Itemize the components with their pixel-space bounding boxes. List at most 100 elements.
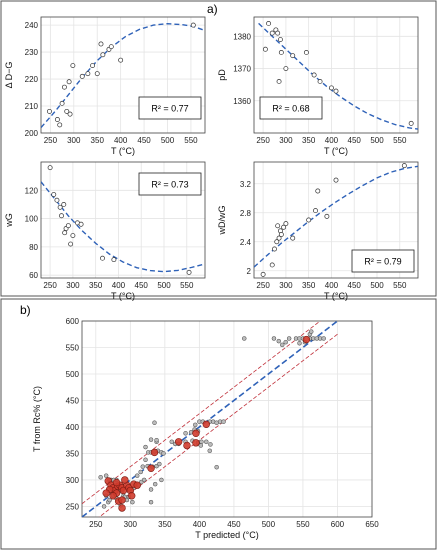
data-point <box>70 63 76 69</box>
data-point-red <box>192 439 200 447</box>
y-tick-label: 120 <box>25 186 39 195</box>
data-point-grey <box>242 336 247 341</box>
data-point <box>328 85 334 91</box>
data-point <box>57 204 63 210</box>
data-point <box>118 57 124 63</box>
data-point <box>100 255 105 261</box>
data-point <box>401 163 407 169</box>
data-point-red <box>118 496 126 504</box>
x-axis-label: T predicted (°C) <box>195 530 258 540</box>
x-tick-label: 300 <box>279 136 293 145</box>
data-point-grey <box>221 419 226 424</box>
x-tick-label: 300 <box>66 281 80 290</box>
x-axis-label: T (°C) <box>111 291 135 301</box>
y-tick-label: 2.4 <box>240 238 252 247</box>
data-point-red <box>121 476 129 484</box>
data-point <box>262 46 268 52</box>
data-point-red <box>183 441 191 450</box>
x-tick-label: 350 <box>158 520 172 529</box>
x-tick-label: 300 <box>124 520 138 529</box>
data-point <box>278 49 284 55</box>
plot-content <box>41 165 205 275</box>
section-a-frame <box>0 0 437 297</box>
data-point <box>275 30 281 36</box>
data-point-red <box>128 492 136 500</box>
x-tick-label: 250 <box>256 136 270 145</box>
y-tick-label: 240 <box>25 21 39 30</box>
data-point-grey <box>103 473 109 478</box>
x-tick-label: 450 <box>348 136 362 145</box>
x-tick-label: 400 <box>114 136 128 145</box>
data-point <box>61 84 67 90</box>
x-tick-label: 400 <box>193 520 207 529</box>
x-tick-label: 400 <box>325 281 339 290</box>
data-point <box>98 41 104 47</box>
data-point <box>46 108 52 114</box>
y-tick-label: 250 <box>66 502 80 511</box>
data-point <box>266 20 272 26</box>
plot-frame <box>253 16 419 134</box>
y-tick-label: 230 <box>25 48 39 57</box>
x-tick-label: 650 <box>365 520 379 529</box>
data-point <box>66 79 72 85</box>
y-tick-label: 450 <box>66 396 80 405</box>
data-point <box>79 73 85 79</box>
data-point <box>313 208 318 214</box>
data-point-grey <box>154 437 159 443</box>
data-point <box>290 235 296 241</box>
x-tick-label: 550 <box>296 520 310 529</box>
data-point-grey <box>207 448 212 454</box>
data-point <box>59 100 65 106</box>
section-a-label: a) <box>207 2 218 16</box>
data-point <box>54 197 60 203</box>
r2-label: R² = 0.77 <box>151 104 188 114</box>
y-tick-label: 80 <box>29 243 38 252</box>
data-point-red <box>202 420 210 428</box>
data-point <box>94 71 100 77</box>
data-point-grey <box>271 336 277 341</box>
data-point <box>260 271 266 277</box>
data-point-grey <box>183 431 188 436</box>
x-tick-label: 550 <box>180 281 194 290</box>
data-point-grey <box>152 481 158 487</box>
data-point <box>317 78 323 84</box>
x-tick-label: 450 <box>348 281 362 290</box>
data-point <box>269 262 275 268</box>
data-point-grey <box>140 464 146 469</box>
x-tick-label: 600 <box>331 520 345 529</box>
x-tick-label: 350 <box>89 281 103 290</box>
data-point <box>315 188 321 194</box>
data-point-grey <box>152 420 157 425</box>
data-point-grey <box>134 473 140 478</box>
data-point <box>65 223 71 229</box>
x-tick-label: 250 <box>43 281 57 290</box>
data-point <box>47 165 53 171</box>
data-point <box>408 120 414 126</box>
y-tick-label: 600 <box>66 317 80 326</box>
data-point-grey <box>204 439 209 445</box>
x-tick-label: 400 <box>325 136 339 145</box>
data-point-grey <box>192 422 198 428</box>
section-b-label: b) <box>20 303 31 317</box>
data-point <box>333 177 339 183</box>
fit-curve <box>41 181 205 273</box>
r2-label: R² = 0.68 <box>272 104 309 114</box>
data-point-red <box>174 438 183 446</box>
fit-curve <box>258 22 418 130</box>
x-tick-label: 350 <box>302 281 316 290</box>
data-point-grey <box>208 442 213 447</box>
data-point <box>269 30 275 36</box>
data-point-grey <box>199 439 204 445</box>
panel-t-rc-vs-predicted: 250 300 350 400 450 500 550 600 650 250 300 350 400 4… <box>32 317 379 540</box>
y-axis-label: wD/wG <box>217 206 227 236</box>
plot-content <box>254 163 418 277</box>
x-tick-label: 450 <box>137 136 151 145</box>
data-point-grey <box>297 340 302 346</box>
x-tick-label: 500 <box>262 520 276 529</box>
data-point <box>311 72 317 78</box>
y-tick-label: 210 <box>25 102 39 111</box>
data-point <box>283 221 289 227</box>
data-point <box>275 223 281 229</box>
x-tick-label: 450 <box>227 520 241 529</box>
